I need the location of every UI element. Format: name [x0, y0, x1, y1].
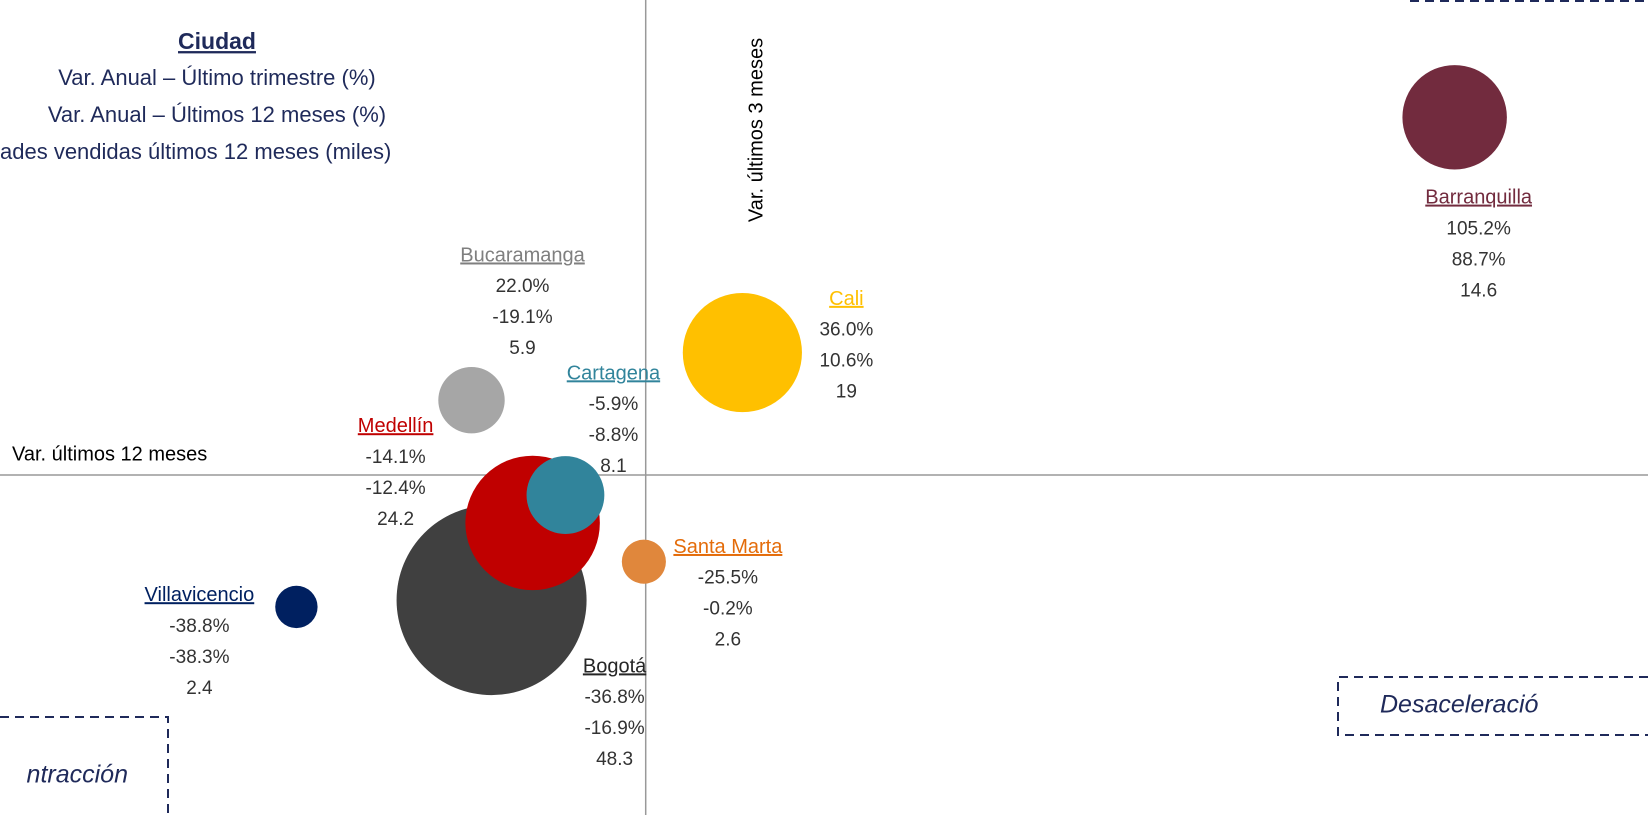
value-label: 8.1 — [600, 456, 626, 477]
value-label: -25.5% — [698, 568, 758, 589]
bubble-name: Bogotá — [583, 655, 647, 677]
bubble-name: Cartagena — [567, 362, 661, 384]
quadrant-label: ntracción — [27, 761, 128, 789]
value-label: 24.2 — [377, 509, 414, 530]
value-label: 105.2% — [1446, 218, 1511, 239]
bubble — [682, 293, 802, 413]
value-label: 14.6 — [1460, 280, 1497, 301]
value-label: -12.4% — [366, 478, 426, 499]
value-label: 5.9 — [509, 338, 535, 359]
value-label: 2.4 — [186, 678, 213, 699]
bubble-name: Bucaramanga — [460, 244, 585, 266]
legend-line: Var. Anual – Último trimestre (%) — [58, 65, 375, 90]
value-label: 2.6 — [715, 630, 741, 651]
legend-line: Var. Anual – Últimos 12 meses (%) — [48, 102, 386, 127]
legend-title: Ciudad — [178, 28, 256, 54]
bubble — [526, 456, 605, 534]
bubble — [621, 539, 666, 584]
bubble-name: Villavicencio — [145, 584, 255, 606]
value-label: -0.2% — [703, 599, 753, 620]
value-label: -38.3% — [169, 647, 229, 668]
bubble — [438, 366, 505, 434]
bubble-name: Medellín — [358, 415, 434, 437]
bubble-name: Santa Marta — [673, 536, 783, 558]
value-label: -16.9% — [584, 718, 644, 739]
value-label: 48.3 — [596, 749, 633, 770]
value-label: 22.0% — [496, 276, 550, 297]
bubble-name: Cali — [829, 288, 863, 310]
x-axis-label: Var. últimos 12 meses — [12, 443, 207, 465]
legend-line: ades vendidas últimos 12 meses (miles) — [0, 139, 391, 164]
value-label: 88.7% — [1452, 249, 1506, 270]
value-label: 19 — [836, 382, 857, 403]
quadrant-box — [1337, 676, 1648, 736]
bubble-name: Barranquilla — [1425, 187, 1533, 209]
bubble — [1402, 65, 1507, 170]
value-label: -5.9% — [589, 394, 639, 415]
bubble — [275, 585, 318, 629]
value-label: -8.8% — [589, 425, 639, 446]
value-label: -38.8% — [169, 616, 229, 637]
quadrant-label: Desaceleració — [1380, 691, 1539, 719]
y-axis-label: Var. últimos 3 meses — [745, 38, 767, 222]
value-label: -14.1% — [366, 447, 426, 468]
quadrant-box — [0, 716, 169, 815]
value-label: 36.0% — [819, 320, 873, 341]
value-label: -19.1% — [492, 307, 552, 328]
value-label: 10.6% — [819, 351, 873, 372]
value-label: -36.8% — [584, 687, 644, 708]
